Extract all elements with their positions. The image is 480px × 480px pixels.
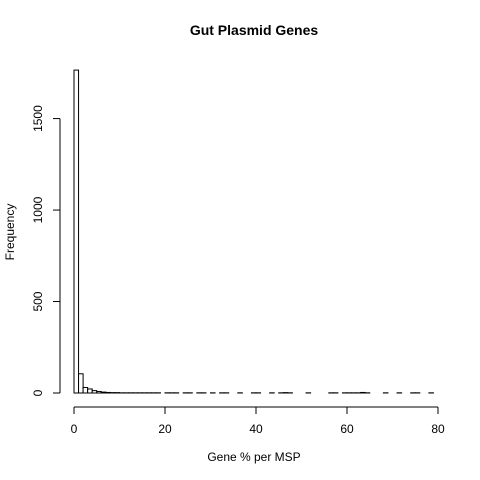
histogram-bar — [78, 373, 84, 394]
histogram-bar — [105, 391, 111, 394]
x-tick-label: 60 — [340, 422, 354, 436]
histogram-bar — [87, 388, 93, 394]
x-tick-label: 80 — [431, 422, 445, 436]
x-axis: 0 20 40 60 80 — [71, 406, 445, 436]
y-tick-label: 1500 — [31, 105, 45, 132]
histogram-bar — [360, 391, 366, 394]
x-tick-label: 20 — [158, 422, 172, 436]
y-axis: 0 500 1000 1500 — [31, 105, 61, 396]
y-axis-label: Frequency — [3, 204, 17, 261]
histogram-bar — [100, 391, 107, 394]
histogram-bars — [73, 69, 434, 394]
y-tick-label: 1000 — [31, 196, 45, 223]
x-tick-label: 40 — [249, 422, 263, 436]
y-tick-label: 0 — [31, 389, 45, 396]
y-tick-label: 500 — [31, 291, 45, 311]
chart-title: Gut Plasmid Genes — [190, 22, 319, 38]
histogram-bar — [73, 69, 80, 394]
x-tick-label: 0 — [71, 422, 78, 436]
histogram-bar — [91, 390, 98, 394]
x-axis-label: Gene % per MSP — [207, 450, 300, 464]
histogram-bar — [96, 391, 102, 394]
histogram-bar — [82, 387, 89, 394]
